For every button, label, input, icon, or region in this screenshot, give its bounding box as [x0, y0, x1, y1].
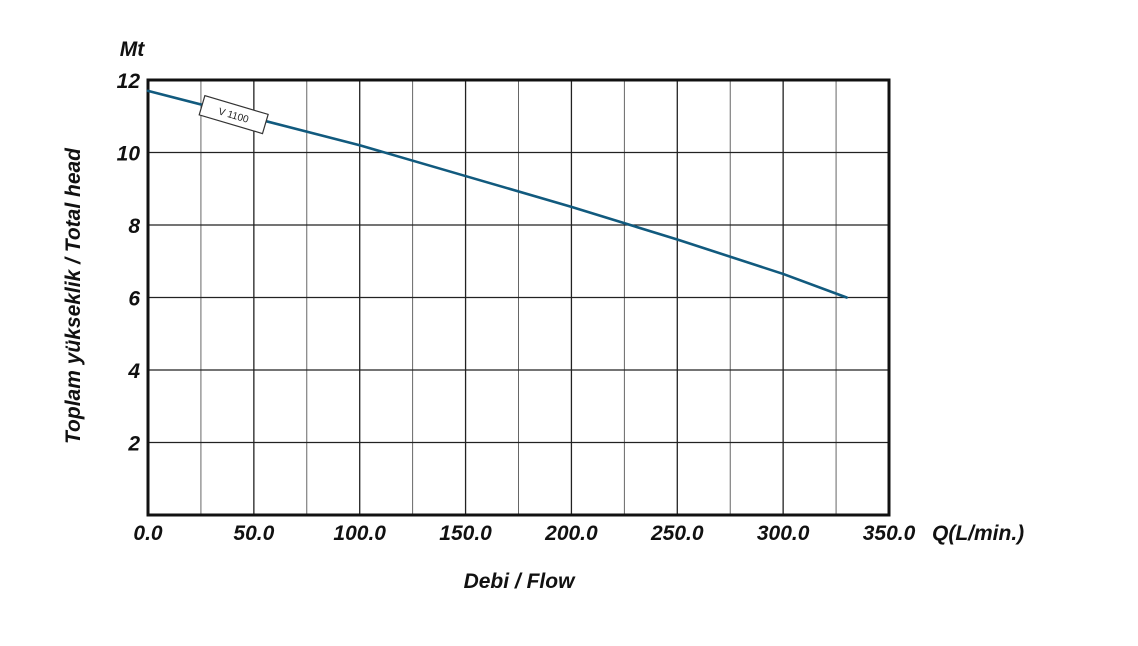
y-unit-label: Mt [120, 38, 145, 61]
y-tick-labels: 2 4 6 8 10 12 [117, 70, 141, 456]
x-unit-label: Q(L/min.) [932, 522, 1024, 545]
x-tick-label: 350.0 [863, 522, 916, 545]
y-tick-label: 6 [128, 288, 140, 311]
y-tick-label: 2 [127, 433, 140, 456]
series-line [146, 89, 848, 299]
horizontal-gridlines [148, 151, 889, 444]
x-tick-label: 200.0 [544, 522, 598, 545]
y-tick-label: 8 [128, 215, 140, 238]
series-layer: V 1100 [146, 89, 848, 299]
plot-area-frame [146, 78, 891, 517]
series-tag-box [198, 94, 269, 135]
y-tick-label: 10 [117, 143, 141, 166]
x-axis-title: Debi / Flow [464, 570, 577, 593]
y-tick-label: 4 [127, 360, 140, 383]
series-tag: V 1100 [198, 94, 269, 135]
y-tick-label: 12 [117, 70, 141, 93]
x-tick-label: 0.0 [133, 522, 163, 545]
x-tick-label: 100.0 [333, 522, 386, 545]
y-axis-title: Toplam yükseklik / Total head [62, 147, 85, 444]
x-tick-label: 150.0 [439, 522, 492, 545]
x-tick-label: 250.0 [650, 522, 704, 545]
x-tick-labels: 0.0 50.0 100.0 150.0 200.0 250.0 300.0 350.0 [133, 522, 915, 545]
x-tick-label: 50.0 [233, 522, 274, 545]
x-tick-label: 300.0 [757, 522, 810, 545]
